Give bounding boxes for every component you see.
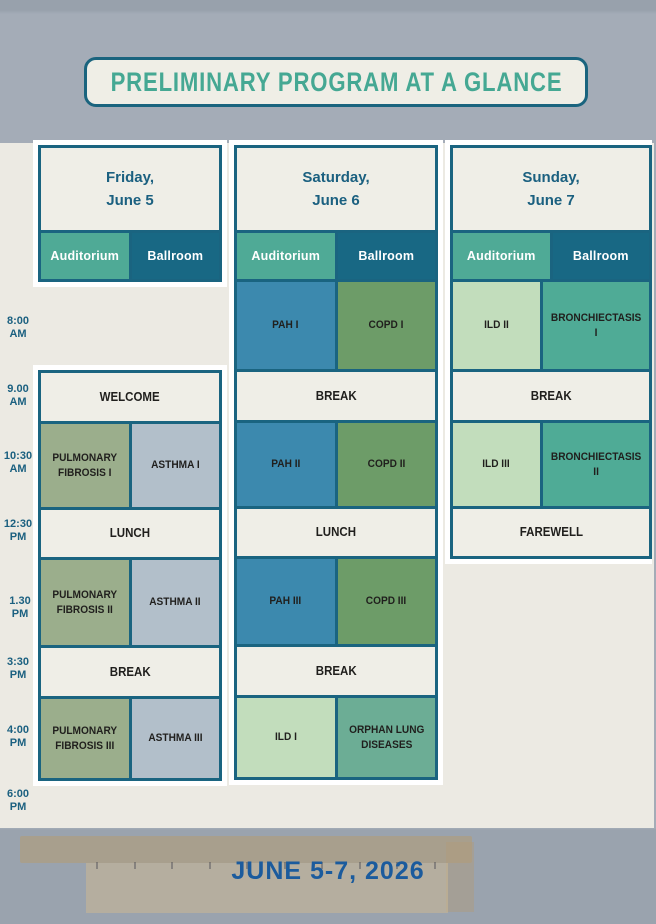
room-row-sunday: Auditorium Ballroom [450, 230, 652, 282]
session-cell-pah-3: PAH III [237, 559, 335, 644]
podium-photo-ticks [96, 862, 436, 869]
session-cell-copd-3: COPD III [337, 559, 435, 644]
room-header-auditorium: Auditorium [41, 233, 129, 279]
session-cell-asthma-2: ASTHMA II [131, 560, 219, 645]
day-header-saturday: Saturday, June 6 [234, 145, 438, 233]
room-row-friday: Auditorium Ballroom [38, 230, 222, 282]
podium-photo-wall [86, 863, 448, 913]
session-cell-pah-1: PAH I [237, 282, 335, 369]
session-cell-bronchiectasis-2: BRONCHIECTASIS II [542, 423, 649, 506]
session-cell-break-saturday-pm: BREAK [237, 647, 435, 695]
session-cell-lunch-saturday: LUNCH [237, 509, 435, 556]
session-cell-break-friday: BREAK [41, 648, 219, 696]
session-cell-pulmonary-fibrosis-3: PULMONARY FIBROSIS III [41, 699, 129, 778]
room-header-ballroom: Ballroom [552, 233, 649, 279]
time-label-1230pm: 12:30 PM [3, 518, 33, 544]
session-cell-asthma-1: ASTHMA I [131, 424, 219, 507]
session-grid-sunday: BREAK ILD III BRONCHIECTASIS II FAREWELL [450, 369, 652, 559]
page-title: PRELIMINARY PROGRAM AT A GLANCE [110, 66, 562, 97]
session-cell-pah-2: PAH II [237, 423, 335, 506]
day-column-friday-header: Friday, June 5 Auditorium Ballroom [33, 140, 227, 287]
room-header-ballroom: Ballroom [131, 233, 219, 279]
session-cell-welcome: WELCOME [41, 373, 219, 421]
session-cell-asthma-3: ASTHMA III [131, 699, 219, 778]
time-label-800am: 8:00 AM [6, 315, 30, 341]
day-column-saturday: Saturday, June 6 Auditorium Ballroom PAH… [229, 140, 443, 785]
day-header-sunday: Sunday, June 7 [450, 145, 652, 233]
session-cell-ild-3: ILD III [453, 423, 540, 506]
session-cell-copd-1: COPD I [337, 282, 435, 369]
session-cell-farewell: FAREWELL [453, 509, 649, 556]
session-cell-bronchiectasis-1: BRONCHIECTASIS I [542, 282, 649, 369]
time-label-400pm: 4:00 PM [6, 724, 30, 750]
title-banner: PRELIMINARY PROGRAM AT A GLANCE [84, 57, 588, 107]
session-cell-break-saturday-am: BREAK [237, 372, 435, 420]
session-cell-pulmonary-fibrosis-1: PULMONARY FIBROSIS I [41, 424, 129, 507]
time-label-900am: 9.00 AM [7, 383, 29, 409]
podium-photo-beam [20, 836, 472, 863]
session-grid-saturday: BREAK PAH II COPD II LUNCH PAH III COPD … [234, 369, 438, 780]
room-header-auditorium: Auditorium [453, 233, 550, 279]
session-cell-copd-2: COPD II [337, 423, 435, 506]
podium-photo-pillar [446, 842, 474, 912]
session-cell-break-sunday: BREAK [453, 372, 649, 420]
session-cell-lunch-friday: LUNCH [41, 510, 219, 557]
slot-800am-sunday: ILD II BRONCHIECTASIS I [450, 279, 652, 372]
footer-date: JUNE 5-7, 2026 [231, 857, 425, 885]
room-header-ballroom: Ballroom [337, 233, 435, 279]
day-column-sunday: Sunday, June 7 Auditorium Ballroom ILD I… [445, 140, 652, 564]
time-label-1030am: 10:30 AM [3, 450, 33, 476]
room-row-saturday: Auditorium Ballroom [234, 230, 438, 282]
slot-800am-saturday: PAH I COPD I [234, 279, 438, 372]
day-column-friday-sessions: WELCOME PULMONARY FIBROSIS I ASTHMA I LU… [33, 365, 227, 786]
room-header-auditorium: Auditorium [237, 233, 335, 279]
session-cell-orphan-lung-diseases: ORPHAN LUNG DISEASES [337, 698, 435, 777]
time-label-130pm: 1.30 PM [9, 595, 31, 621]
session-grid-friday: WELCOME PULMONARY FIBROSIS I ASTHMA I LU… [38, 370, 222, 781]
session-cell-pulmonary-fibrosis-2: PULMONARY FIBROSIS II [41, 560, 129, 645]
time-label-600pm: 6:00 PM [6, 788, 30, 814]
day-header-friday: Friday, June 5 [38, 145, 222, 233]
time-label-330pm: 3:30 PM [6, 656, 30, 682]
session-cell-ild-1: ILD I [237, 698, 335, 777]
session-cell-ild-2: ILD II [453, 282, 540, 369]
